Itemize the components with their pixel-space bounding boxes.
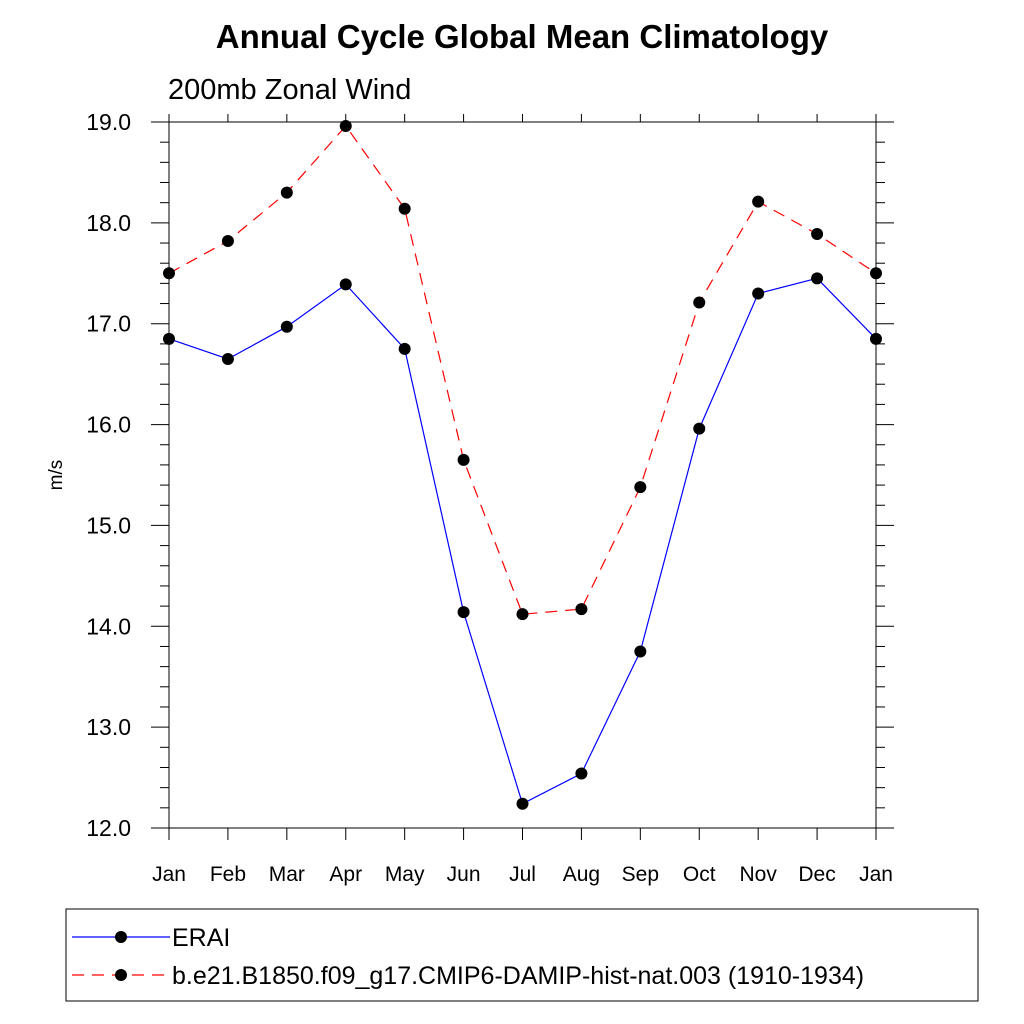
series-2-point	[280, 186, 293, 199]
series-2-point	[221, 235, 234, 248]
legend-box	[65, 908, 979, 1002]
series-1-point	[398, 342, 411, 355]
series-2-point	[516, 608, 529, 621]
x-tick-label: Oct	[683, 863, 716, 886]
legend-label-1: ERAI	[172, 924, 230, 952]
series-line-2	[168, 125, 877, 615]
series-2-point	[575, 603, 588, 616]
series-1-point	[221, 353, 234, 366]
y-tick-label: 14.0	[86, 613, 131, 639]
x-tick-label: Nov	[739, 863, 777, 886]
series-1-point	[163, 332, 175, 345]
plot-axes	[151, 114, 894, 840]
series-1-point	[870, 332, 882, 345]
legend-marker-2	[115, 969, 127, 981]
x-tick-label: Mar	[269, 863, 305, 886]
series-2-point	[634, 481, 647, 494]
series-1-point	[575, 767, 588, 780]
tick-labels: 12.0 13.0 14.0 15.0 16.0 17.0 18.0 19.0 Jan Feb Ma…	[86, 109, 893, 886]
series-2-point	[870, 267, 882, 280]
legend: ERAI b.e21.B1850.f09_g17.CMIP6-DAMIP-hist…	[72, 924, 864, 990]
series-2-point	[457, 453, 470, 466]
legend-label-2: b.e21.B1850.f09_g17.CMIP6-DAMIP-hist-nat…	[172, 962, 864, 990]
y-tick-label: 18.0	[86, 210, 131, 236]
legend-marker-1	[115, 931, 127, 943]
chart-title: Annual Cycle Global Mean Climatology	[216, 18, 829, 55]
series-1-point	[752, 287, 765, 300]
series-1-point	[634, 645, 647, 658]
x-tick-label: Jul	[509, 863, 536, 886]
series-1-point	[457, 606, 470, 619]
series-1-point	[811, 272, 824, 285]
x-tick-label: Jun	[447, 863, 481, 886]
series-2-point	[752, 195, 765, 208]
x-tick-label: Feb	[210, 863, 246, 886]
plot-frame	[168, 121, 877, 829]
y-tick-label: 15.0	[86, 512, 131, 538]
series-layer	[163, 120, 882, 810]
y-axis-label: m/s	[46, 460, 67, 491]
x-tick-label: Apr	[329, 863, 362, 886]
y-tick-label: 19.0	[86, 109, 131, 135]
series-2-point	[811, 227, 824, 240]
series-line-1	[168, 277, 877, 805]
series-2-point	[693, 296, 706, 309]
series-1-point	[693, 422, 706, 435]
series-2-point	[398, 202, 411, 215]
y-tick-label: 17.0	[86, 311, 131, 337]
chart-subtitle: 200mb Zonal Wind	[168, 74, 411, 106]
series-1-point	[516, 797, 529, 810]
x-tick-label: Jan	[859, 863, 893, 886]
series-1-point	[280, 320, 293, 333]
series-1-point	[339, 278, 352, 291]
x-tick-label: Dec	[798, 863, 835, 886]
series-2-point	[163, 267, 175, 280]
series-2-point	[339, 120, 352, 133]
x-tick-label: Jan	[152, 863, 186, 886]
x-tick-label: Aug	[563, 863, 600, 886]
y-tick-label: 13.0	[86, 714, 131, 740]
x-tick-label: May	[385, 863, 425, 886]
y-tick-label: 16.0	[86, 412, 131, 438]
x-tick-label: Sep	[622, 863, 659, 886]
y-tick-label: 12.0	[86, 815, 131, 841]
